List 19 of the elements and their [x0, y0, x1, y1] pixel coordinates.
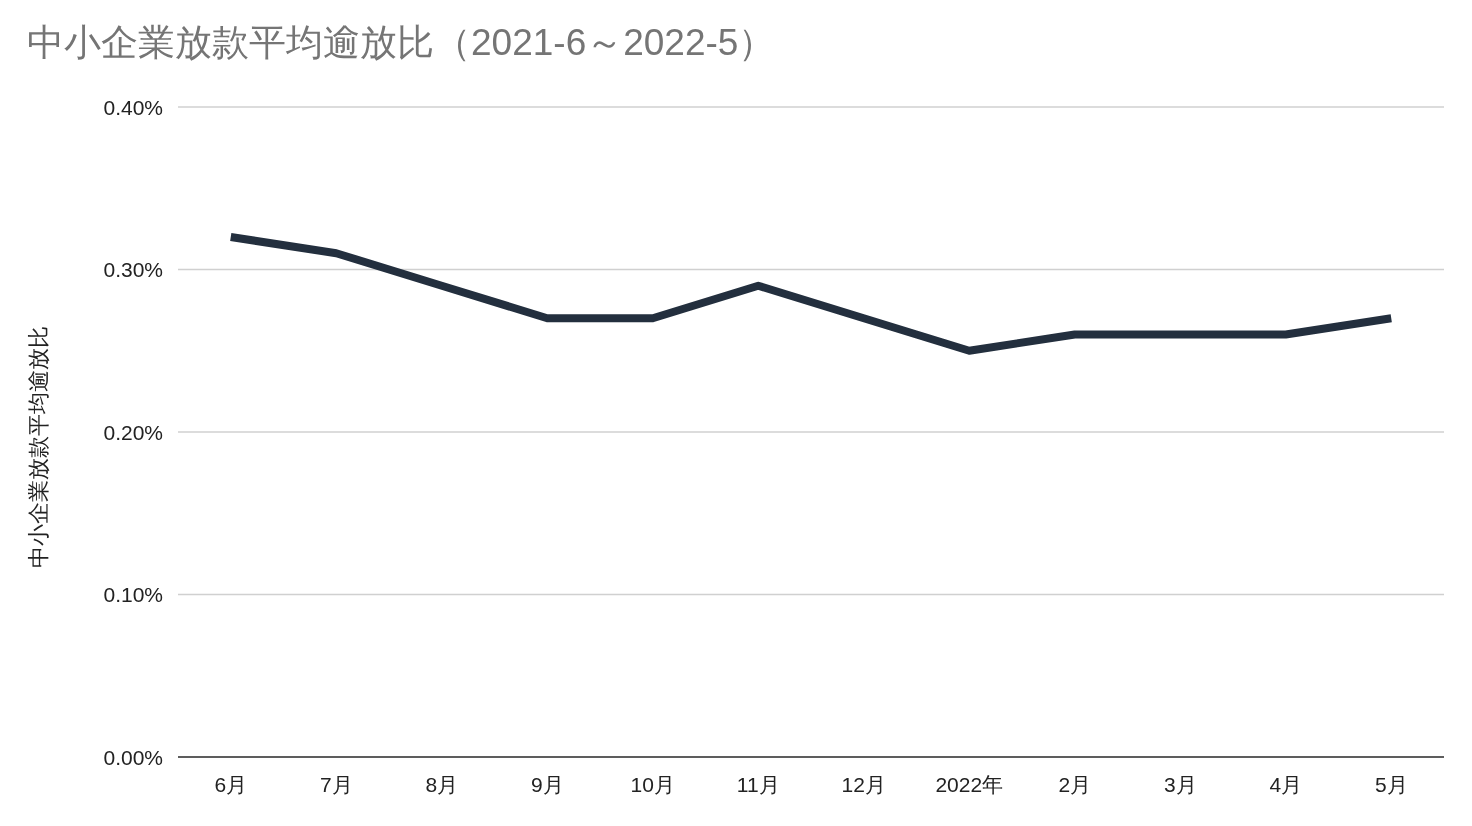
y-axis-title: 中小企業放款平均逾放比 — [25, 326, 51, 568]
x-tick-label: 2月 — [1058, 772, 1092, 796]
y-tick-label: 0.10% — [103, 583, 163, 606]
x-tick-label: 8月 — [425, 772, 459, 796]
x-tick-label: 11月 — [736, 772, 780, 796]
x-tick-label: 6月 — [214, 772, 248, 796]
x-tick-label: 2022年 — [935, 772, 1004, 796]
x-tick-label: 5月 — [1374, 772, 1408, 796]
y-tick-label: 0.00% — [103, 745, 163, 769]
x-tick-label: 10月 — [630, 772, 675, 796]
x-tick-label: 9月 — [530, 772, 564, 796]
x-tick-label: 3月 — [1163, 772, 1197, 796]
y-tick-label: 0.30% — [103, 258, 163, 281]
x-tick-label: 7月 — [319, 772, 353, 796]
y-tick-label: 0.20% — [103, 420, 163, 444]
chart-title: 中小企業放款平均逾放比（2021-6～2022-5） — [27, 21, 776, 63]
x-tick-label: 12月 — [841, 772, 886, 796]
x-tick-label: 4月 — [1269, 772, 1303, 796]
y-tick-label: 0.40% — [103, 95, 163, 119]
